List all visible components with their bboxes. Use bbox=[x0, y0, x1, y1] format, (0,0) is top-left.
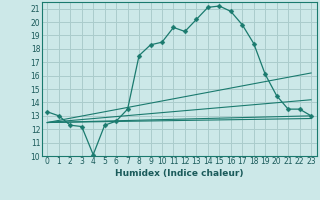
X-axis label: Humidex (Indice chaleur): Humidex (Indice chaleur) bbox=[115, 169, 244, 178]
